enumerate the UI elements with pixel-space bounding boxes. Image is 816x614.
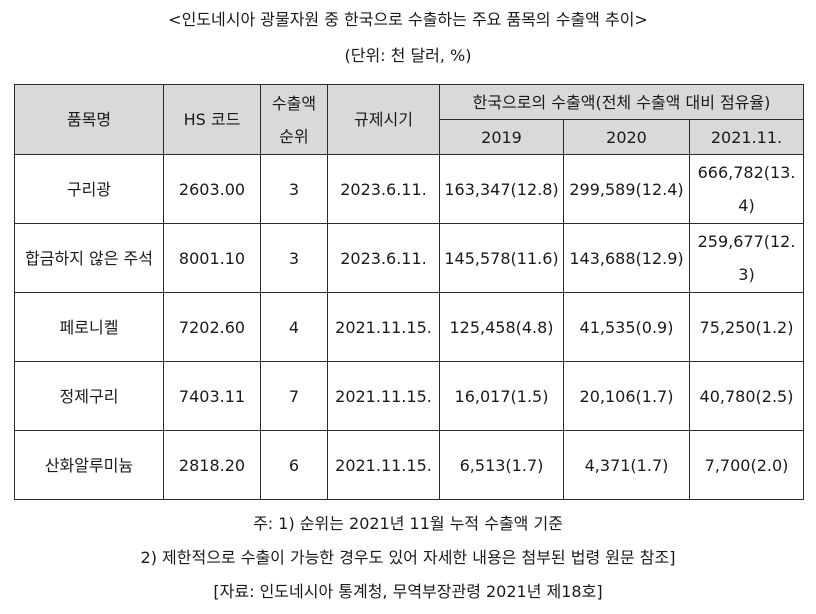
header-year-2019: 2019: [439, 119, 564, 155]
cell-regulation: 2023.6.11.: [327, 223, 440, 293]
cell-item: 페로니켈: [14, 292, 164, 362]
cell-2019: 16,017(1.5): [439, 361, 564, 431]
cell-2019: 125,458(4.8): [439, 292, 564, 362]
cell-item: 합금하지 않은 주석: [14, 223, 164, 293]
cell-rank: 4: [260, 292, 328, 362]
table-title: <인도네시아 광물자원 중 한국으로 수출하는 주요 품목의 수출액 추이>: [168, 10, 648, 29]
cell-2020: 4,371(1.7): [563, 430, 690, 500]
cell-hs-code: 2818.20: [163, 430, 261, 500]
header-export-to-korea: 한국으로의 수출액(전체 수출액 대비 점유율): [438, 84, 805, 120]
export-table: 품목명 HS 코드 수출액 순위 규제시기 한국으로의 수출액(전체 수출액 대…: [14, 84, 805, 500]
table-row: 산화알루미늄 2818.20 6 2021.11.15. 6,513(1.7) …: [14, 430, 805, 500]
cell-regulation: 2021.11.15.: [327, 430, 440, 500]
cell-item: 산화알루미늄: [14, 430, 164, 500]
source-note: [자료: 인도네시아 통계청, 무역부장관령 2021년 제18호]: [213, 582, 603, 601]
cell-rank: 3: [260, 223, 328, 293]
cell-2021: 259,677(12.3): [688, 223, 805, 293]
table-row: 페로니켈 7202.60 4 2021.11.15. 125,458(4.8) …: [14, 292, 805, 362]
header-year-2021: 2021.11.: [688, 119, 805, 155]
cell-regulation: 2021.11.15.: [327, 361, 440, 431]
cell-2021: 40,780(2.5): [688, 361, 805, 431]
cell-rank: 3: [260, 154, 328, 224]
table-row: 정제구리 7403.11 7 2021.11.15. 16,017(1.5) 2…: [14, 361, 805, 431]
header-regulation: 규제시기: [327, 84, 440, 155]
cell-hs-code: 2603.00: [163, 154, 261, 224]
footnote-1: 주: 1) 순위는 2021년 11월 누적 수출액 기준: [253, 514, 563, 533]
cell-2020: 41,535(0.9): [563, 292, 690, 362]
cell-2021: 666,782(13.4): [688, 154, 805, 224]
cell-2020: 143,688(12.9): [563, 223, 690, 293]
cell-regulation: 2021.11.15.: [327, 292, 440, 362]
header-item: 품목명: [14, 84, 164, 155]
header-year-2020: 2020: [563, 119, 690, 155]
cell-rank: 7: [260, 361, 328, 431]
unit-caption: (단위: 천 달러, %): [344, 46, 472, 65]
header-hs-code: HS 코드: [163, 84, 261, 155]
footnote-2: 2) 제한적으로 수출이 가능한 경우도 있어 자세한 내용은 첨부된 법령 원…: [140, 548, 676, 567]
cell-2021: 7,700(2.0): [688, 430, 805, 500]
table-row: 구리광 2603.00 3 2023.6.11. 163,347(12.8) 2…: [14, 154, 805, 224]
cell-2019: 145,578(11.6): [439, 223, 564, 293]
cell-2019: 163,347(12.8): [439, 154, 564, 224]
cell-item: 정제구리: [14, 361, 164, 431]
cell-hs-code: 7202.60: [163, 292, 261, 362]
cell-2021: 75,250(1.2): [688, 292, 805, 362]
cell-regulation: 2023.6.11.: [327, 154, 440, 224]
cell-hs-code: 7403.11: [163, 361, 261, 431]
cell-2020: 299,589(12.4): [563, 154, 690, 224]
cell-hs-code: 8001.10: [163, 223, 261, 293]
cell-item: 구리광: [14, 154, 164, 224]
cell-2020: 20,106(1.7): [563, 361, 690, 431]
header-rank: 수출액 순위: [260, 84, 328, 155]
cell-rank: 6: [260, 430, 328, 500]
cell-2019: 6,513(1.7): [439, 430, 564, 500]
table-row: 합금하지 않은 주석 8001.10 3 2023.6.11. 145,578(…: [14, 223, 805, 293]
